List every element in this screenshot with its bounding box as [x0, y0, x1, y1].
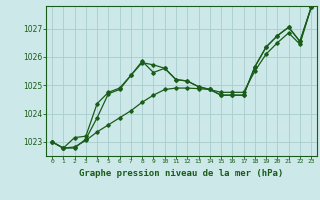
X-axis label: Graphe pression niveau de la mer (hPa): Graphe pression niveau de la mer (hPa) [79, 169, 284, 178]
